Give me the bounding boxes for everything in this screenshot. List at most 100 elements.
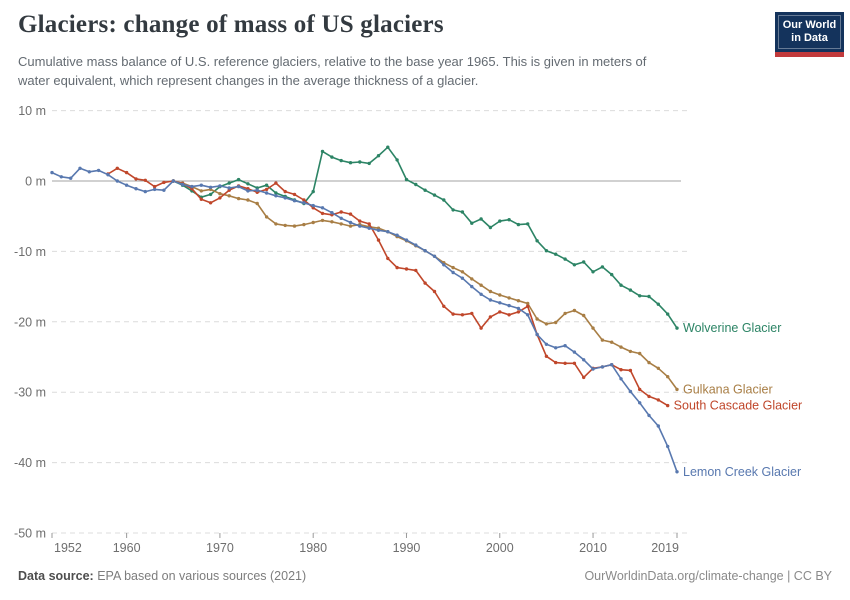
data-point xyxy=(572,350,577,354)
x-axis-label: 2010 xyxy=(579,541,607,555)
data-point xyxy=(227,194,231,198)
data-point xyxy=(582,375,586,380)
data-point xyxy=(143,178,147,182)
series-label-south-cascade-glacier[interactable]: South Cascade Glacier xyxy=(674,399,803,413)
data-point xyxy=(638,401,642,405)
data-point xyxy=(619,345,623,349)
data-point xyxy=(628,288,633,292)
data-point xyxy=(451,312,455,316)
data-point xyxy=(404,177,409,182)
data-point xyxy=(246,198,250,202)
data-point xyxy=(274,222,278,226)
data-point xyxy=(330,220,334,224)
data-point xyxy=(582,358,586,362)
data-point xyxy=(479,283,483,287)
data-point xyxy=(320,218,325,223)
owid-logo-text: Our World in Data xyxy=(778,15,841,49)
data-point xyxy=(442,263,446,267)
data-point xyxy=(498,301,502,305)
credit-link[interactable]: OurWorldinData.org/climate-change | CC B… xyxy=(584,569,832,583)
data-point xyxy=(358,160,362,164)
data-point xyxy=(367,161,371,166)
data-point xyxy=(199,183,203,187)
line-chart: 10 m 0 m -10 m -20 m -30 m -40 m -50 m 1952 1960… xyxy=(14,104,803,555)
data-point xyxy=(544,342,549,346)
data-point xyxy=(320,149,325,154)
data-point xyxy=(302,201,306,205)
data-point xyxy=(526,222,530,226)
data-point xyxy=(600,338,605,342)
data-point xyxy=(666,312,670,316)
series-line-wolverine-glacier[interactable] xyxy=(172,146,678,329)
data-point xyxy=(610,340,614,344)
data-point xyxy=(302,222,306,227)
series-line-south-cascade-glacier[interactable] xyxy=(107,167,669,407)
data-point xyxy=(432,289,437,294)
data-point xyxy=(666,403,670,408)
data-point xyxy=(208,201,213,205)
data-point xyxy=(432,193,437,197)
series-line-gulkana-glacier[interactable] xyxy=(172,180,678,391)
series-line-lemon-creek-glacier[interactable] xyxy=(51,167,678,473)
data-point xyxy=(563,361,567,365)
data-point xyxy=(666,375,670,379)
data-point xyxy=(591,270,595,274)
series-label-lemon-creek-glacier[interactable]: Lemon Creek Glacier xyxy=(683,465,801,479)
series-label-gulkana-glacier[interactable]: Gulkana Glacier xyxy=(683,382,773,396)
data-point xyxy=(152,187,157,192)
data-point xyxy=(647,394,651,399)
chart-subtitle: Cumulative mass balance of U.S. referenc… xyxy=(18,52,646,90)
data-point xyxy=(563,311,567,316)
data-point xyxy=(638,294,642,298)
data-point xyxy=(283,223,287,228)
data-point xyxy=(78,166,82,170)
data-point xyxy=(516,299,521,303)
data-point xyxy=(442,198,446,202)
owid-logo[interactable]: Our World in Data xyxy=(775,12,844,57)
data-point xyxy=(638,387,642,392)
data-point xyxy=(675,326,679,330)
data-point xyxy=(348,220,353,225)
data-point xyxy=(274,194,278,198)
data-point xyxy=(554,360,558,365)
data-point xyxy=(544,322,549,326)
data-point xyxy=(526,301,530,306)
data-point xyxy=(264,191,269,195)
data-point xyxy=(339,216,343,220)
data-point xyxy=(628,349,633,354)
data-point xyxy=(96,168,101,173)
data-point xyxy=(470,284,474,289)
data-point xyxy=(339,210,343,214)
data-point xyxy=(50,170,54,175)
data-point xyxy=(600,365,605,369)
data-point xyxy=(619,368,623,372)
data-point xyxy=(358,219,362,223)
data-point xyxy=(395,158,399,162)
x-axis-label: 2019 xyxy=(651,541,679,555)
data-point xyxy=(292,199,297,203)
data-point xyxy=(572,308,577,313)
data-point xyxy=(610,363,614,367)
series-label-wolverine-glacier[interactable]: Wolverine Glacier xyxy=(683,321,781,335)
data-point xyxy=(628,368,633,373)
data-point xyxy=(208,192,213,197)
data-point xyxy=(274,181,278,185)
data-point xyxy=(656,398,660,402)
data-point xyxy=(516,222,521,227)
subtitle-line-2: water equivalent, which represent change… xyxy=(18,73,479,88)
data-point xyxy=(647,413,651,418)
data-point xyxy=(208,185,213,189)
data-point xyxy=(199,189,203,193)
data-point xyxy=(526,313,530,317)
data-point xyxy=(376,238,381,242)
x-axis-label: 1970 xyxy=(206,541,234,555)
data-point xyxy=(488,298,493,302)
data-point xyxy=(320,206,325,210)
data-point xyxy=(386,230,390,234)
x-axis-label: 1980 xyxy=(299,541,327,555)
data-point xyxy=(432,254,437,258)
data-point xyxy=(404,238,409,242)
data-point xyxy=(134,187,138,191)
data-point xyxy=(283,196,287,200)
